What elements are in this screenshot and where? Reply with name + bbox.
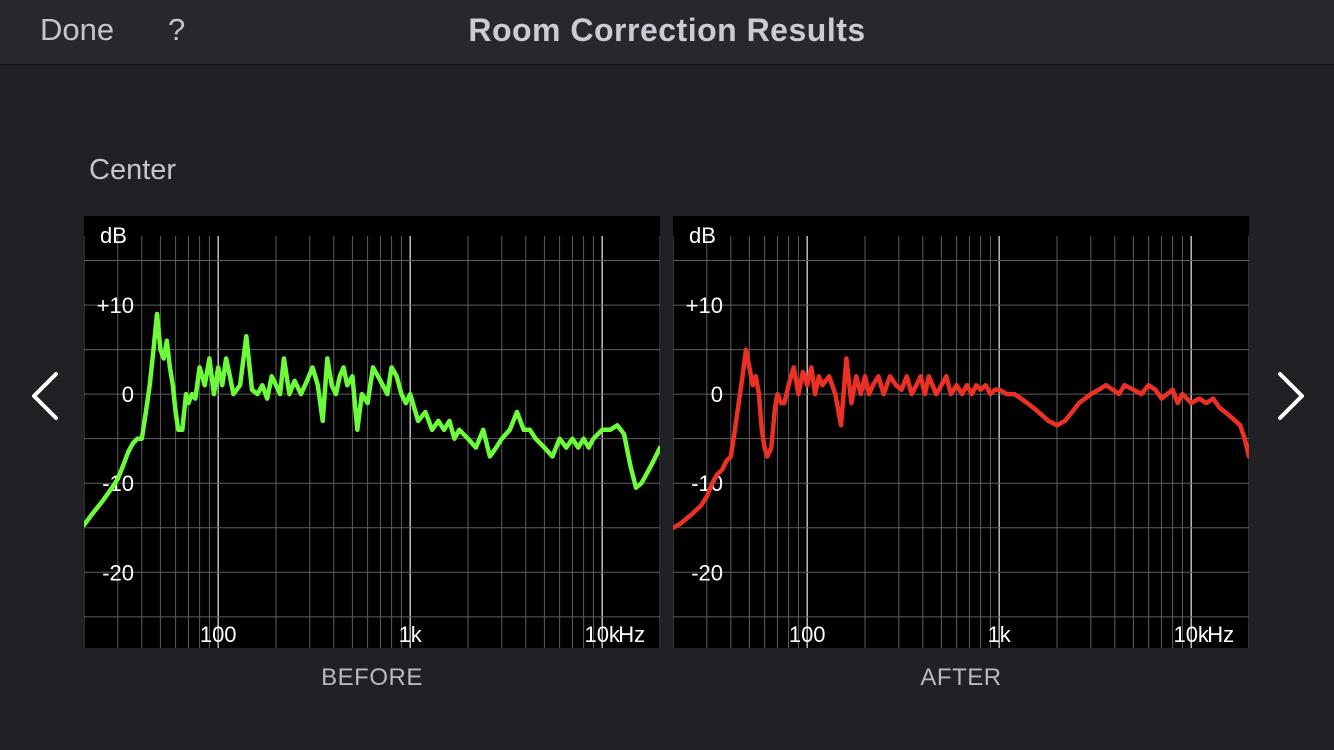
before-caption: BEFORE	[321, 664, 423, 691]
before-chart: dB +10 0 -10 -20 100 1k 10k Hz	[84, 216, 660, 648]
after-caption: AFTER	[920, 664, 1002, 691]
after-chart: dB +10 0 -10 -20 100 1k 10k Hz	[673, 216, 1249, 648]
grid	[84, 236, 660, 648]
top-bar: Done ? Room Correction Results	[0, 0, 1334, 65]
x-tick-label: 100	[789, 622, 826, 647]
y-tick-label: 0	[122, 382, 134, 407]
chevron-right-icon	[1278, 372, 1304, 420]
y-unit-label: dB	[100, 223, 127, 248]
done-button[interactable]: Done	[40, 12, 115, 47]
grid	[673, 236, 1249, 648]
x-unit-label: Hz	[1207, 622, 1234, 647]
y-tick-label: +10	[97, 293, 134, 318]
x-tick-label: 10k	[584, 622, 620, 647]
channel-name: Center	[89, 154, 177, 186]
page-title: Room Correction Results	[468, 12, 866, 48]
help-button[interactable]: ?	[168, 12, 186, 47]
x-tick-label: 100	[200, 622, 237, 647]
y-tick-label: -20	[691, 560, 723, 585]
x-tick-label: 10k	[1173, 622, 1209, 647]
response-curve	[673, 347, 1249, 531]
y-tick-label: +10	[686, 293, 723, 318]
y-tick-label: 0	[711, 382, 723, 407]
response-curve	[84, 311, 660, 528]
y-tick-label: -20	[102, 560, 134, 585]
x-tick-label: 1k	[399, 622, 423, 647]
y-unit-label: dB	[689, 223, 716, 248]
chevron-left-icon	[32, 372, 58, 420]
x-unit-label: Hz	[618, 622, 645, 647]
x-tick-label: 1k	[988, 622, 1012, 647]
next-channel-button[interactable]	[1266, 366, 1316, 426]
previous-channel-button[interactable]	[22, 366, 72, 426]
